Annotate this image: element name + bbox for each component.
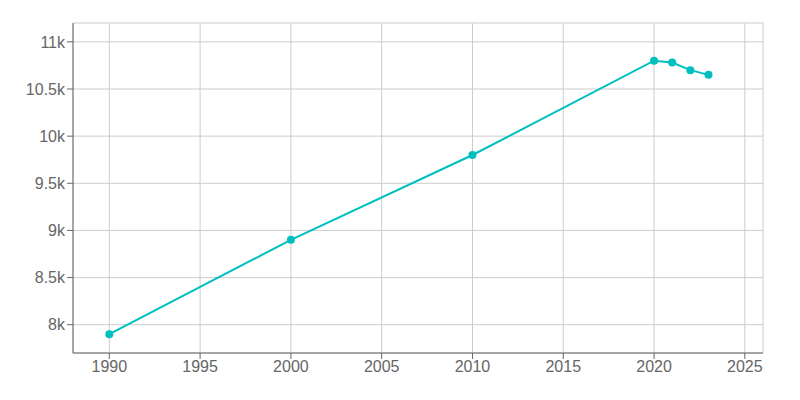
svg-text:2025: 2025 xyxy=(727,358,763,375)
svg-text:9.5k: 9.5k xyxy=(35,175,66,192)
svg-text:1995: 1995 xyxy=(182,358,218,375)
svg-text:9k: 9k xyxy=(48,222,66,239)
svg-text:8.5k: 8.5k xyxy=(35,269,66,286)
svg-text:2015: 2015 xyxy=(545,358,581,375)
svg-text:2000: 2000 xyxy=(273,358,309,375)
svg-text:8k: 8k xyxy=(48,316,66,333)
svg-text:10.5k: 10.5k xyxy=(26,81,66,98)
svg-text:1990: 1990 xyxy=(92,358,128,375)
svg-text:11k: 11k xyxy=(40,34,66,51)
svg-text:2010: 2010 xyxy=(455,358,491,375)
svg-text:2020: 2020 xyxy=(636,358,672,375)
svg-text:2005: 2005 xyxy=(364,358,400,375)
svg-text:10k: 10k xyxy=(39,128,66,145)
